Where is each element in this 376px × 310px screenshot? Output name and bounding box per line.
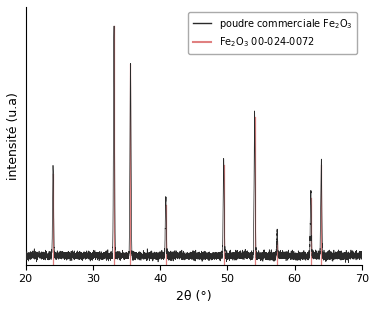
Legend: poudre commerciale Fe$_2$O$_3$, Fe$_2$O$_3$ 00-024-0072: poudre commerciale Fe$_2$O$_3$, Fe$_2$O$… (188, 12, 357, 54)
Y-axis label: intensité (u.a): intensité (u.a) (7, 92, 20, 180)
X-axis label: 2θ (°): 2θ (°) (176, 290, 212, 303)
